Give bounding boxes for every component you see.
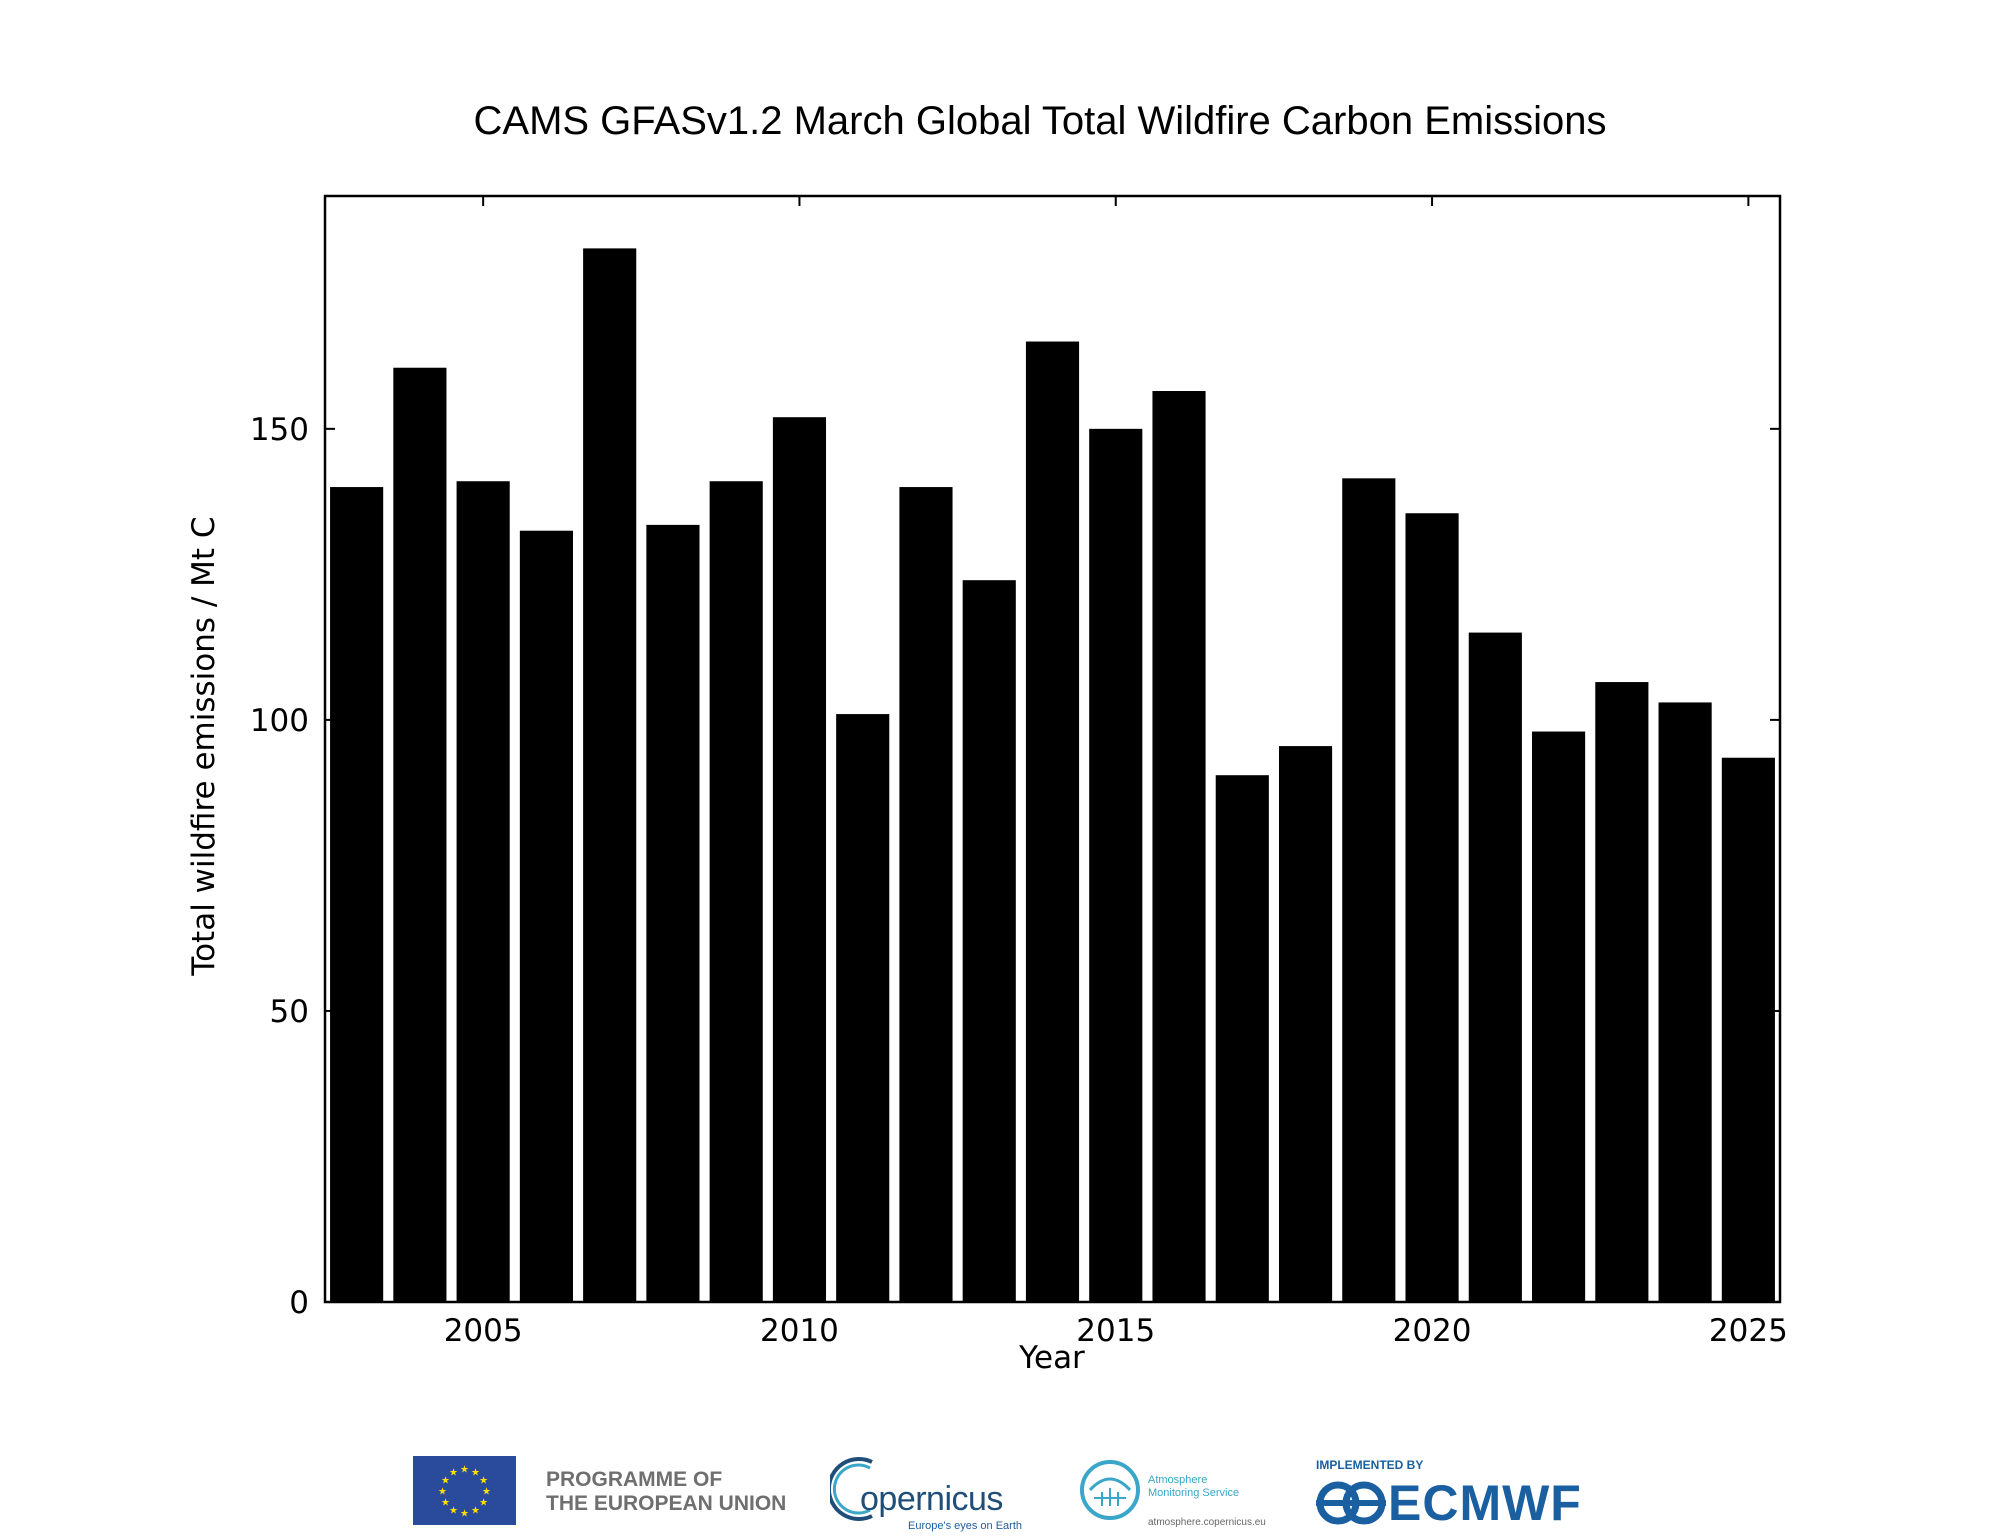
eu-line-1: PROGRAMME OF: [546, 1468, 723, 1491]
eu-star: ★: [471, 1506, 480, 1517]
eu-star: ★: [460, 1509, 469, 1520]
cams-line-2: Monitoring Service: [1148, 1487, 1240, 1499]
eu-star: ★: [449, 1506, 458, 1517]
bar-2024: [1658, 702, 1712, 1302]
bar-2007: [583, 248, 637, 1302]
copernicus-tagline: Europe's eyes on Earth: [908, 1520, 1023, 1532]
copernicus-name: opernicus: [860, 1480, 1003, 1518]
eu-stars: ★★★★★★★★★ ★ ★★: [438, 1465, 491, 1520]
bar-2013: [962, 580, 1016, 1302]
bar-2018: [1278, 746, 1333, 1302]
y-tick-label-50: 50: [270, 994, 309, 1030]
eu-star: ★: [471, 1467, 480, 1478]
x-tick-label-2020: 2020: [1393, 1313, 1472, 1349]
eu-flag-icon: ★★★★★★★★★ ★ ★★: [413, 1456, 516, 1525]
bar-2011: [836, 714, 890, 1302]
x-tick-label-2015: 2015: [1076, 1313, 1155, 1349]
plot-frame: [323, 194, 1782, 1304]
eu-programme-text: PROGRAMME OF THE EUROPEAN UNION: [546, 1468, 786, 1516]
bar-2012: [899, 487, 953, 1303]
x-tick-label-2005: 2005: [444, 1313, 523, 1349]
bar-2015: [1089, 428, 1143, 1302]
ecmwf-symbol-icon: [1316, 1481, 1386, 1525]
cams-name: Atmosphere Monitoring Service: [1148, 1474, 1239, 1500]
bar-2020: [1405, 513, 1459, 1302]
eu-star: ★: [479, 1476, 488, 1487]
bar-2019: [1342, 478, 1396, 1302]
eu-star: ★: [479, 1498, 488, 1509]
bar-2005: [456, 481, 510, 1302]
eu-flag-field: [413, 1456, 516, 1525]
bar-2016: [1152, 391, 1206, 1302]
eu-star: ★: [438, 1487, 447, 1498]
bar-2017: [1215, 775, 1269, 1302]
ticks-group: 2005 2010 2015 2020 2025 0 50 100 150: [250, 196, 1788, 1349]
x-tick-label-2025: 2025: [1709, 1313, 1788, 1349]
eu-line-2: THE EUROPEAN UNION: [546, 1492, 787, 1515]
chart-title: CAMS GFASv1.2 March Global Total Wildfir…: [474, 99, 1607, 143]
bar-2009: [709, 481, 763, 1302]
y-tick-label-0: 0: [289, 1285, 309, 1321]
bar-2025: [1721, 757, 1775, 1302]
bar-2022: [1532, 731, 1586, 1302]
copernicus-c-icon: [830, 1457, 873, 1521]
x-axis-label: Year: [1018, 1340, 1085, 1376]
bar-2008: [646, 524, 700, 1302]
ecmwf-implemented-by: IMPLEMENTED BY: [1316, 1458, 1424, 1472]
cams-globe-icon: [1080, 1460, 1140, 1520]
ecmwf-name: ECMWF: [1388, 1475, 1582, 1531]
bar-2023: [1595, 682, 1649, 1302]
y-tick-label-100: 100: [250, 703, 309, 739]
x-tick-label-2010: 2010: [760, 1313, 839, 1349]
eu-star: ★: [449, 1467, 458, 1478]
y-axis-label: Total wildfire emissions / Mt C: [186, 516, 222, 976]
bar-2004: [393, 367, 447, 1302]
cams-line-1: Atmosphere: [1148, 1474, 1208, 1486]
bar-2021: [1468, 632, 1522, 1302]
eu-star: ★: [441, 1498, 450, 1509]
cams-url: atmosphere.copernicus.eu: [1148, 1517, 1266, 1528]
footer-logos: ★ ★ ★ ★ ★ ★ ★ ★ ★ ★ ★ ★ PROGRAMME OF THE EUROPEAN U…: [0, 1440, 2000, 1532]
bar-2006: [519, 530, 573, 1302]
y-tick-label-150: 150: [250, 412, 309, 448]
bars-group: [330, 248, 1775, 1303]
eu-star: ★: [441, 1476, 450, 1487]
eu-star: ★: [482, 1487, 491, 1498]
eu-star: ★: [460, 1465, 469, 1476]
bar-2010: [772, 417, 827, 1302]
bar-2003: [330, 487, 384, 1303]
bar-2014: [1025, 341, 1080, 1302]
bar-chart: CAMS GFASv1.2 March Global Total Wildfir…: [186, 99, 1788, 1376]
